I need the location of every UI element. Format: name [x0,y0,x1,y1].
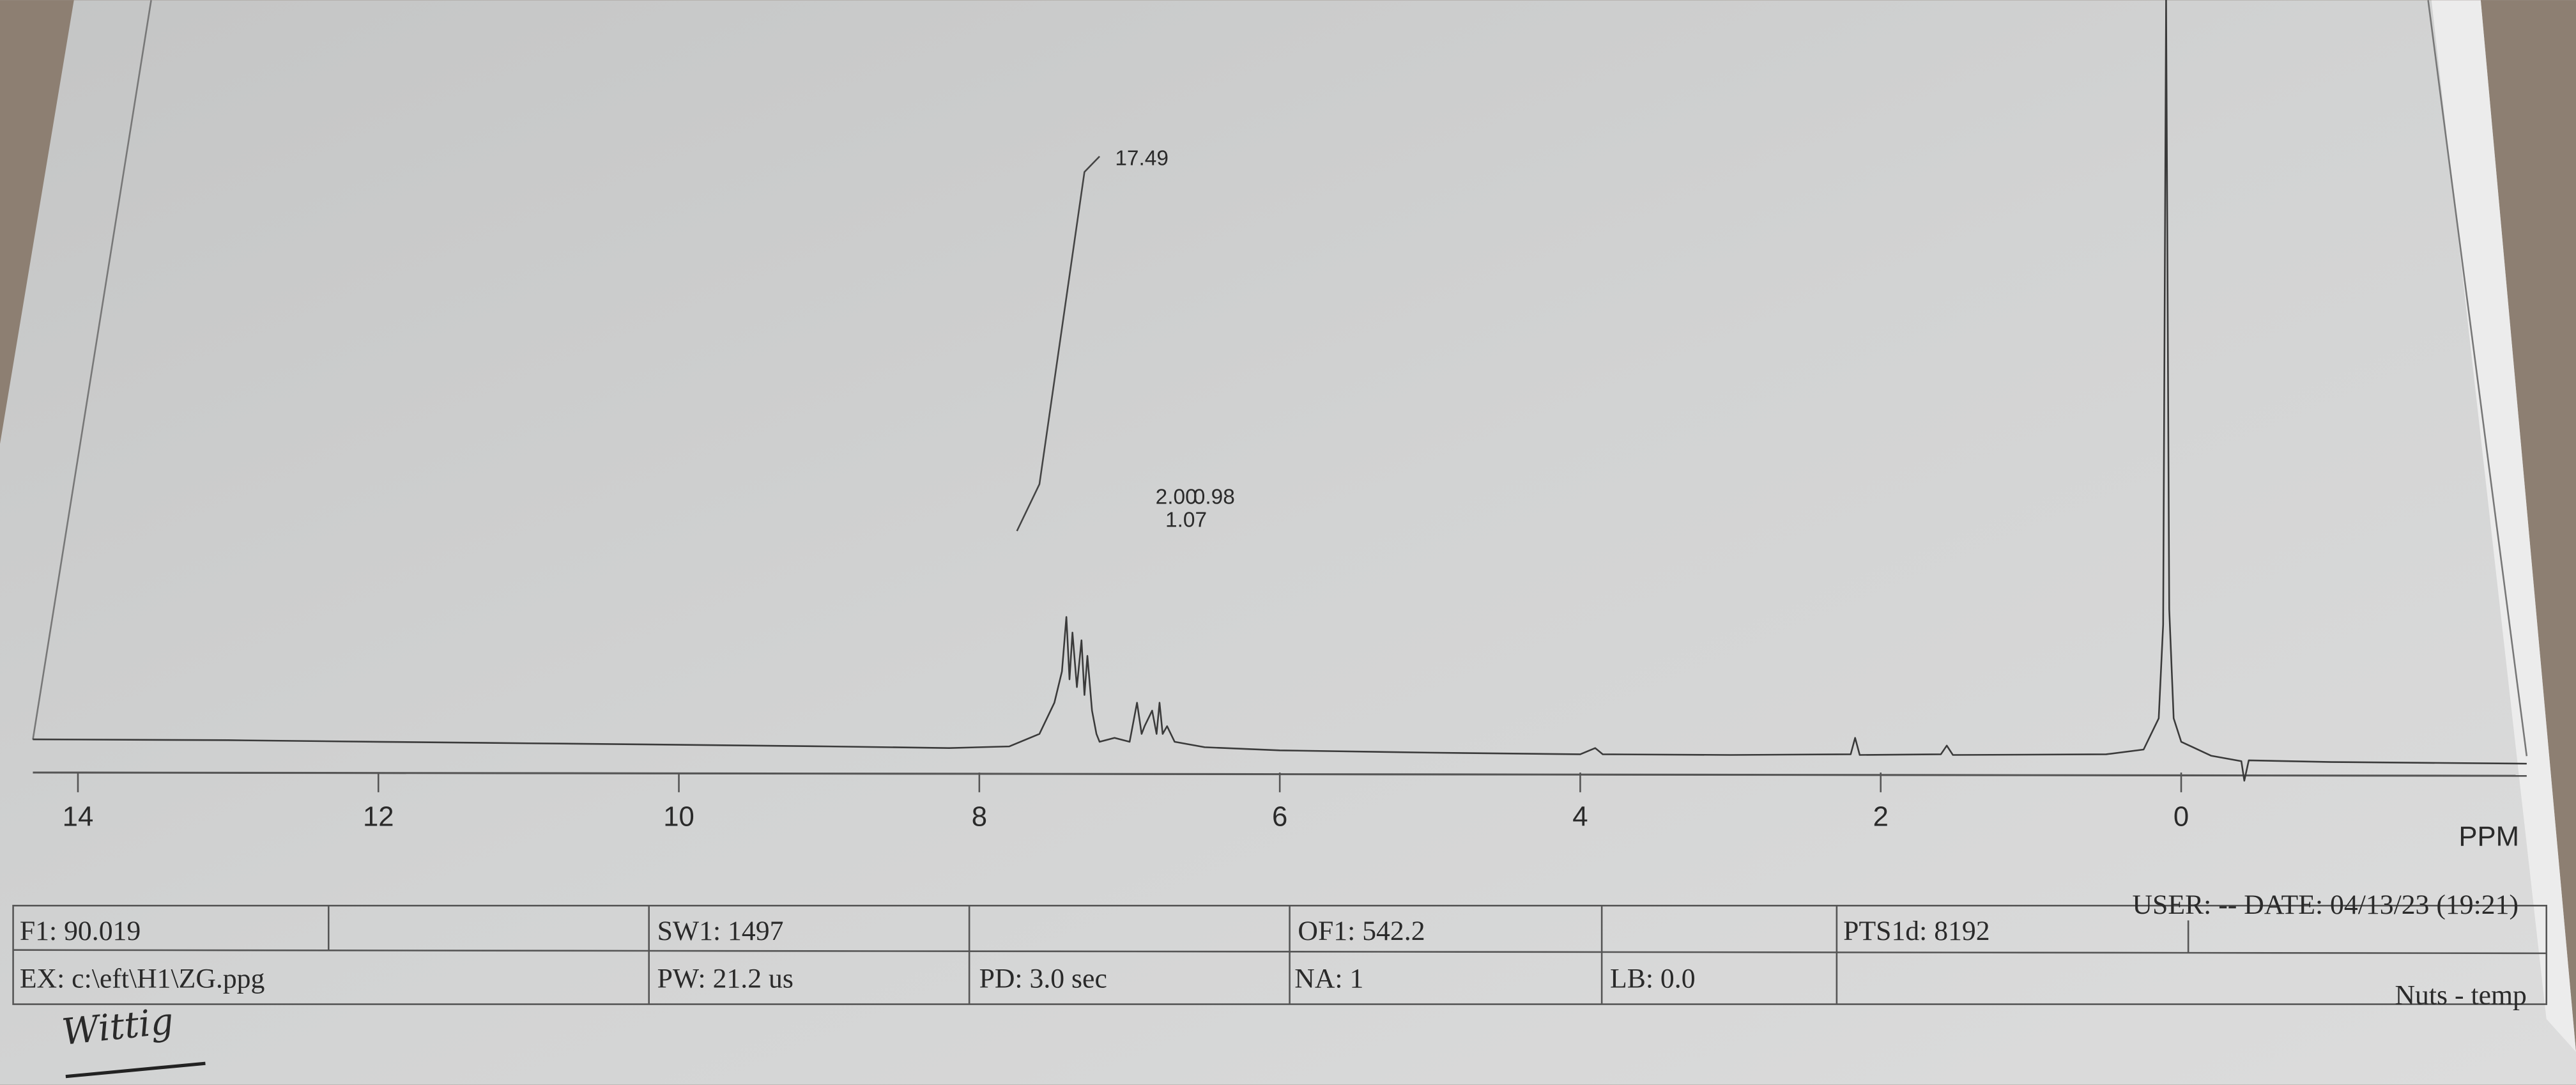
x-tick-label: 12 [363,801,394,833]
frame-right [2427,0,2528,757]
parameter: EX: c:\eft\H1\ZG.ppg [20,964,265,994]
integral-label: 2.00 [1156,485,1197,509]
underline [65,1061,206,1079]
integral-label: 1.07 [1165,508,1207,532]
integral-label: 0.98 [1193,485,1235,509]
integral-label: 17.49 [1115,147,1169,171]
parameter: Nuts - temp [2395,980,2526,1010]
x-tick-label: 10 [663,801,694,833]
parameter-table [12,905,2547,1005]
integral-curve [1016,155,1100,532]
parameter: OF1: 542.2 [1298,916,1425,946]
user-date: USER: -- DATE: 04/13/23 (19:21) [2132,889,2518,920]
parameter: SW1: 1497 [657,916,784,946]
parameter: PTS1d: 8192 [1843,916,1989,946]
parameter: F1: 90.019 [20,916,141,946]
x-axis-label: PPM [2458,820,2519,852]
x-tick-label: 6 [1272,801,1287,833]
x-tick-label: 0 [2174,801,2189,833]
x-tick-label: 14 [63,801,94,833]
spectrum-line [33,0,2527,782]
parameter: PD: 3.0 sec [979,964,1107,994]
x-tick-label: 8 [972,801,987,833]
parameter: LB: 0.0 [1610,964,1696,994]
frame-left [32,0,152,740]
x-tick-label: 2 [1873,801,1889,833]
parameter: NA: 1 [1294,964,1363,994]
x-tick-label: 4 [1572,801,1588,833]
paper-edge [2431,0,2576,1052]
parameter: PW: 21.2 us [657,964,793,994]
